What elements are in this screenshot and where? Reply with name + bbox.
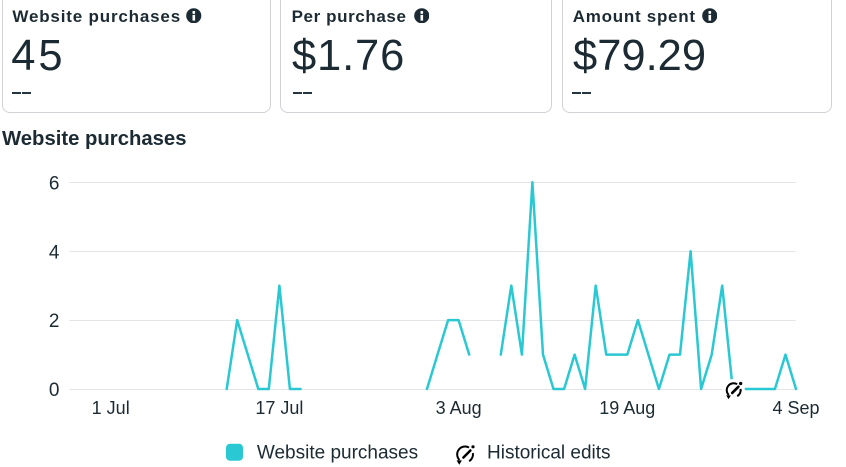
svg-text:2: 2 — [49, 311, 60, 332]
svg-text:3 Aug: 3 Aug — [436, 398, 482, 418]
svg-text:1 Jul: 1 Jul — [92, 398, 130, 418]
svg-text:Website purchases: Website purchases — [257, 442, 418, 463]
svg-text:4: 4 — [49, 242, 60, 263]
svg-text:0: 0 — [49, 380, 60, 401]
svg-text:4 Sep: 4 Sep — [772, 398, 819, 418]
svg-text:Historical edits: Historical edits — [487, 442, 611, 463]
svg-text:6: 6 — [49, 173, 60, 194]
svg-text:19 Aug: 19 Aug — [599, 398, 655, 418]
svg-text:17 Jul: 17 Jul — [255, 398, 303, 418]
